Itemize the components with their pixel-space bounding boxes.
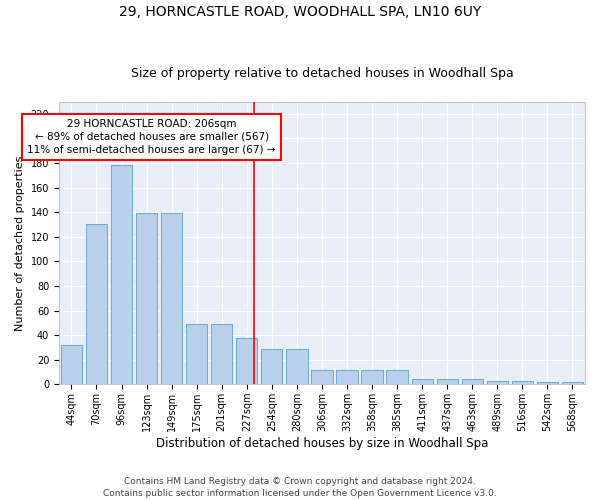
- Bar: [261, 348, 283, 384]
- Bar: [211, 324, 232, 384]
- Bar: [186, 324, 208, 384]
- Bar: [537, 382, 558, 384]
- Bar: [136, 214, 157, 384]
- Text: Contains HM Land Registry data © Crown copyright and database right 2024.
Contai: Contains HM Land Registry data © Crown c…: [103, 476, 497, 498]
- Bar: [487, 380, 508, 384]
- Bar: [236, 338, 257, 384]
- Bar: [311, 370, 332, 384]
- Text: 29 HORNCASTLE ROAD: 206sqm
← 89% of detached houses are smaller (567)
11% of sem: 29 HORNCASTLE ROAD: 206sqm ← 89% of deta…: [28, 118, 276, 155]
- Bar: [412, 380, 433, 384]
- Y-axis label: Number of detached properties: Number of detached properties: [15, 155, 25, 330]
- Bar: [512, 380, 533, 384]
- Title: Size of property relative to detached houses in Woodhall Spa: Size of property relative to detached ho…: [131, 66, 514, 80]
- Bar: [286, 348, 308, 384]
- Bar: [361, 370, 383, 384]
- Text: 29, HORNCASTLE ROAD, WOODHALL SPA, LN10 6UY: 29, HORNCASTLE ROAD, WOODHALL SPA, LN10 …: [119, 5, 481, 19]
- Bar: [437, 380, 458, 384]
- Bar: [161, 214, 182, 384]
- Bar: [337, 370, 358, 384]
- Bar: [386, 370, 408, 384]
- Bar: [86, 224, 107, 384]
- X-axis label: Distribution of detached houses by size in Woodhall Spa: Distribution of detached houses by size …: [156, 437, 488, 450]
- Bar: [61, 345, 82, 385]
- Bar: [562, 382, 583, 384]
- Bar: [461, 380, 483, 384]
- Bar: [111, 166, 132, 384]
